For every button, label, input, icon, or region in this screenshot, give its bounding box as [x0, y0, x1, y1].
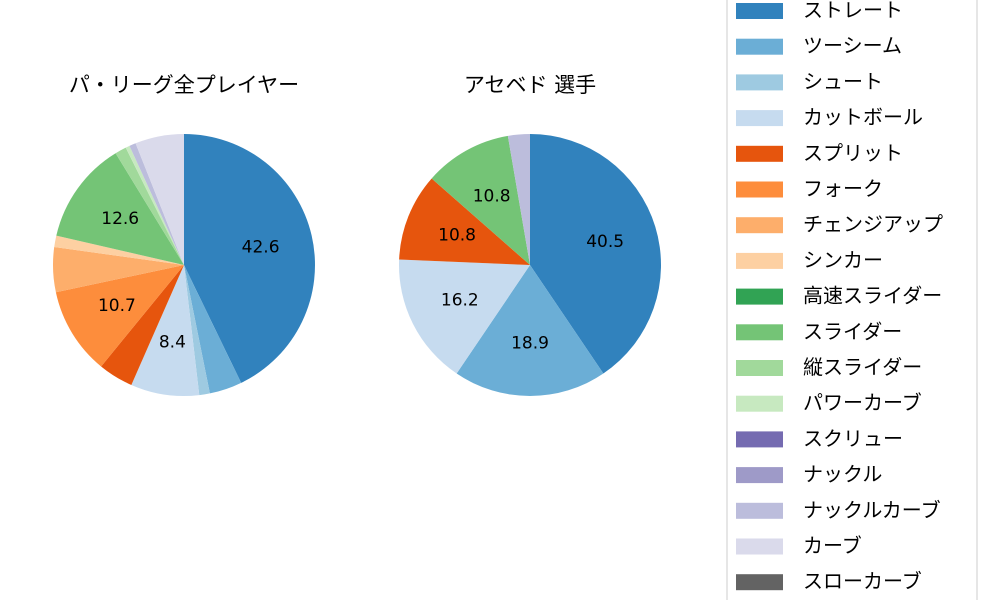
- pie-slice-スプリット: [101, 265, 184, 385]
- legend-swatch-ナックル: [736, 467, 783, 484]
- pie-slice-スプリット: [399, 178, 530, 265]
- pie-slice-ナックルカーブ: [129, 143, 184, 265]
- pie-slice-パワーカーブ: [125, 145, 184, 265]
- legend-label: カーブ: [803, 534, 862, 558]
- pie-slice-ストレート: [184, 134, 315, 383]
- legend-swatch-チェンジアップ: [736, 217, 783, 234]
- slice-value-label: 40.5: [586, 232, 624, 252]
- pie-slice-チェンジアップ: [52, 247, 185, 293]
- pie-slice-ストレート: [530, 134, 661, 374]
- pie-slice-ツーシーム: [184, 265, 242, 394]
- legend-swatch-シュート: [736, 74, 783, 91]
- pie-slice-カーブ: [135, 134, 184, 265]
- legend-swatch-スライダー: [736, 324, 783, 341]
- slice-value-label: 10.7: [98, 296, 136, 316]
- league-pie: 42.6 8.4 10.7 12.6: [52, 134, 315, 397]
- pie-slice-ツーシーム: [456, 265, 604, 396]
- legend-label: スクリュー: [803, 426, 903, 450]
- pie-slice-縦スライダー: [115, 147, 184, 265]
- legend-label: シンカー: [803, 248, 883, 272]
- pie-slice-フォーク: [55, 265, 184, 367]
- legend-label: ナックル: [803, 462, 882, 486]
- slice-value-label: 12.6: [101, 209, 139, 229]
- pitcher-pie: 40.5 18.9 16.2 10.8 10.8: [399, 134, 661, 396]
- legend-swatch-ストレート: [736, 3, 783, 19]
- pie-slice-カットボール: [131, 265, 200, 397]
- legend-label: 縦スライダー: [803, 355, 922, 379]
- legend-label: フォーク: [803, 177, 883, 201]
- legend-swatch-高速スライダー: [736, 288, 783, 305]
- legend-swatch-パワーカーブ: [736, 395, 783, 412]
- pie-slice-スライダー: [431, 135, 530, 265]
- legend-swatch-縦スライダー: [736, 360, 783, 376]
- legend-label: ナックルカーブ: [803, 498, 941, 522]
- pie-slice-シュート: [184, 265, 210, 396]
- legend-label: チェンジアップ: [803, 212, 943, 236]
- slice-value-label: 16.2: [441, 290, 479, 310]
- legend-label: スライダー: [803, 319, 902, 343]
- legend-swatch-フォーク: [736, 181, 783, 198]
- slice-value-label: 10.8: [473, 186, 511, 206]
- pie-slice-スライダー: [56, 153, 184, 265]
- legend-swatch-スローカーブ: [736, 574, 783, 591]
- legend-swatch-カットボール: [736, 110, 783, 127]
- legend-label: ツーシーム: [803, 34, 902, 58]
- legend-swatch-カーブ: [736, 538, 783, 555]
- legend-frame: [726, 0, 978, 600]
- legend-label: スローカーブ: [803, 569, 922, 593]
- legend-label: パワーカーブ: [803, 391, 922, 415]
- legend: ストレートツーシームシュートカットボールスプリットフォークチェンジアップシンカー…: [726, 0, 978, 600]
- league-pie-title: パ・リーグ全プレイヤー: [69, 73, 299, 97]
- legend-label: ストレート: [803, 0, 903, 22]
- legend-swatch-スプリット: [736, 145, 783, 162]
- legend-swatch-ナックルカーブ: [736, 502, 783, 519]
- legend-label: シュート: [803, 69, 883, 93]
- legend-label: スプリット: [803, 141, 903, 165]
- legend-swatch-スクリュー: [736, 431, 783, 448]
- legend-label: カットボール: [803, 105, 923, 129]
- pie-slice-ナックルカーブ: [507, 134, 530, 265]
- slice-value-label: 42.6: [242, 237, 280, 257]
- pie-slice-カットボール: [399, 259, 530, 374]
- slice-value-label: 10.8: [438, 226, 476, 246]
- pitcher-pie-title: アセベド 選手: [464, 73, 596, 97]
- legend-label: 高速スライダー: [803, 284, 942, 308]
- slice-value-label: 18.9: [511, 334, 549, 354]
- slice-value-label: 8.4: [159, 333, 186, 353]
- pie-slice-シンカー: [54, 235, 185, 265]
- legend-swatch-シンカー: [736, 252, 783, 269]
- legend-swatch-ツーシーム: [736, 38, 783, 55]
